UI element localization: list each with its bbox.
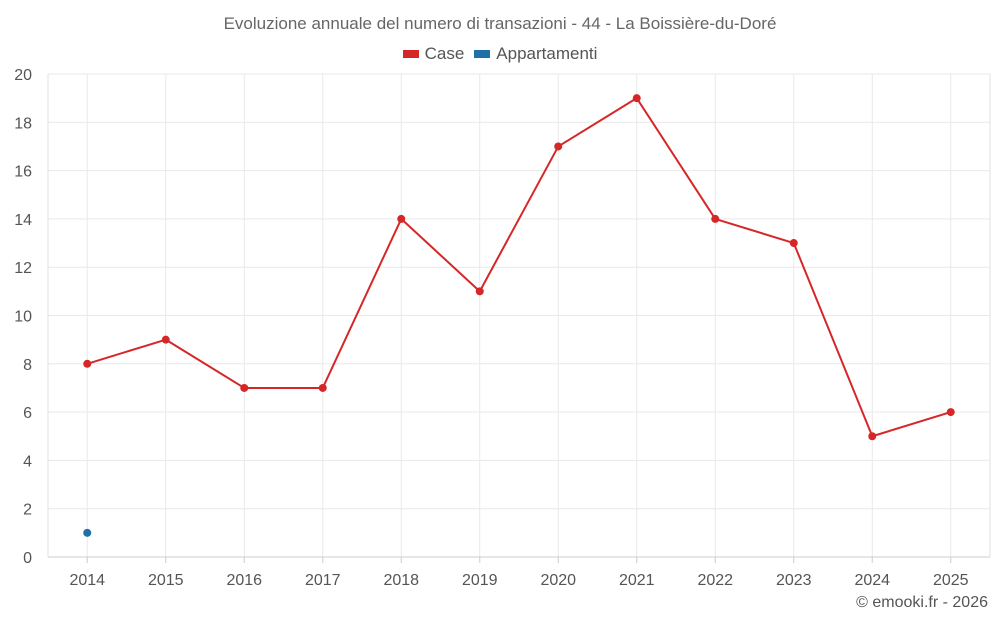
data-point-case-2015 — [161, 335, 170, 344]
y-tick-label: 10 — [14, 309, 32, 326]
data-point-case-2016 — [240, 383, 249, 392]
data-point-case-2019 — [475, 287, 484, 296]
y-tick-label: 4 — [23, 453, 32, 470]
data-point-case-2017 — [318, 383, 327, 392]
y-tick-label: 0 — [23, 550, 32, 567]
y-tick-label: 14 — [14, 212, 32, 229]
y-tick-label: 6 — [23, 405, 32, 422]
legend-label-case: Case — [424, 44, 465, 63]
data-point-case-2022 — [711, 214, 720, 223]
credit-text: © emooki.fr - 2026 — [856, 594, 988, 611]
y-tick-label: 16 — [14, 164, 32, 181]
x-tick-label: 2024 — [854, 572, 890, 589]
legend-label-appartamenti: Appartamenti — [496, 44, 598, 63]
data-point-case-2020 — [554, 142, 563, 151]
data-point-appartamenti-2014 — [83, 528, 92, 537]
x-tick-label: 2019 — [462, 572, 498, 589]
data-point-case-2018 — [397, 214, 406, 223]
series-line-case — [86, 97, 952, 438]
legend: Case Appartamenti — [0, 44, 1000, 64]
x-tick-label: 2022 — [697, 572, 733, 589]
data-point-case-2023 — [789, 239, 798, 248]
legend-item-case[interactable]: Case — [402, 44, 465, 64]
y-tick-label: 18 — [14, 115, 32, 132]
x-tick-label: 2017 — [305, 572, 341, 589]
legend-swatch-appartamenti — [474, 50, 491, 58]
x-tick-label: 2014 — [69, 572, 105, 589]
x-tick-label: 2015 — [148, 572, 184, 589]
x-tick-label: 2021 — [619, 572, 655, 589]
chart-title: Evoluzione annuale del numero di transaz… — [223, 14, 777, 33]
x-tick-label: 2020 — [540, 572, 576, 589]
x-tick-label: 2016 — [226, 572, 262, 589]
y-tick-label: 20 — [14, 67, 32, 84]
y-tick-label: 8 — [23, 357, 32, 374]
data-point-case-2025 — [946, 408, 955, 417]
data-point-case-2021 — [632, 94, 641, 103]
data-point-case-2014 — [83, 359, 92, 368]
y-tick-label: 2 — [23, 502, 32, 519]
x-tick-label: 2023 — [776, 572, 812, 589]
y-tick-label: 12 — [14, 260, 32, 277]
legend-swatch-case — [402, 50, 419, 58]
x-tick-label: 2025 — [933, 572, 969, 589]
legend-item-appartamenti[interactable]: Appartamenti — [474, 44, 597, 64]
data-point-case-2024 — [868, 432, 877, 441]
x-tick-label: 2018 — [383, 572, 419, 589]
